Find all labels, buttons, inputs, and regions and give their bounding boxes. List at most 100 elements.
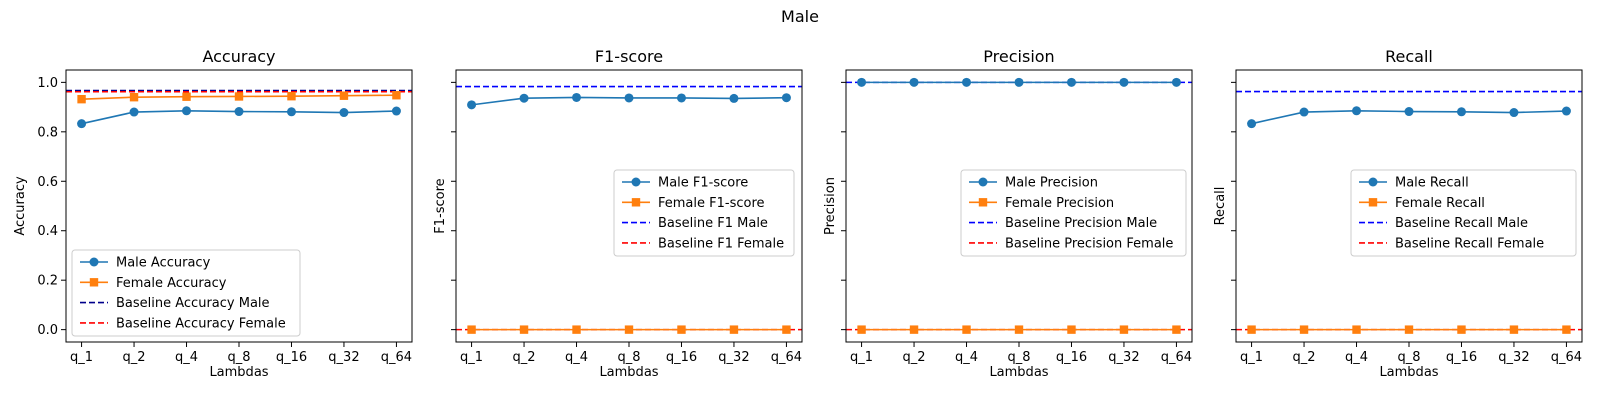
legend-box <box>960 169 1187 257</box>
y-axis-label: Precision <box>823 177 838 235</box>
panel-precision: Precision q_1 q_2 q_4 q_8 q_16 q_32 q_64 Lambdas… <box>823 47 1193 380</box>
x-tick-label: q_2 <box>903 350 926 365</box>
x-tick-label: q_8 <box>1397 350 1420 365</box>
point-female-accuracy <box>339 91 349 100</box>
legend-label: Female Accuracy <box>116 276 227 291</box>
legend: Male F1-score Female F1-score Baseline F1 … <box>613 169 795 257</box>
legend-label: Baseline F1 Female <box>658 236 784 251</box>
point-male-f1-score <box>729 93 739 103</box>
point-male-precision <box>1066 77 1076 87</box>
point-female-precision <box>857 325 866 334</box>
plot-frame <box>845 69 1193 343</box>
point-female-precision <box>1067 325 1076 334</box>
point-male-accuracy <box>339 108 349 118</box>
legend-marker <box>978 177 988 187</box>
point-male-f1-score <box>519 93 529 103</box>
legend-box <box>71 249 301 337</box>
point-male-precision <box>1014 77 1024 87</box>
x-tick-label: q_2 <box>123 350 146 365</box>
y-axis-label: Recall <box>1213 187 1228 226</box>
point-female-precision <box>909 325 919 334</box>
y-tick-label: 0.2 <box>37 274 58 289</box>
point-female-precision <box>1172 325 1181 334</box>
point-male-recall <box>1509 108 1519 118</box>
y-tick-label: 0.4 <box>37 224 58 239</box>
y-tick-label: 0.6 <box>37 175 58 190</box>
x-axis-label: Lambdas <box>989 365 1048 380</box>
plot-frame <box>65 69 413 343</box>
plot-data <box>456 85 802 334</box>
x-tick-label: q_2 <box>1293 350 1316 365</box>
x-tick-label: q_16 <box>1446 350 1477 365</box>
x-tick-label: q_32 <box>1108 350 1139 365</box>
point-female-recall <box>1247 325 1256 334</box>
point-female-accuracy <box>234 92 244 101</box>
point-female-precision <box>962 325 971 334</box>
legend-marker <box>631 177 641 187</box>
x-tick-label: q_64 <box>771 350 802 365</box>
point-female-f1-score <box>624 325 634 334</box>
legend-label: Male Recall <box>1395 176 1469 191</box>
legend-marker <box>978 198 988 207</box>
x-axis-label: Lambdas <box>209 365 268 380</box>
x-axis-label: Lambdas <box>599 365 658 380</box>
point-male-accuracy <box>77 119 87 129</box>
point-male-recall <box>1247 119 1257 129</box>
point-male-f1-score <box>572 92 582 102</box>
legend-label: Baseline Accuracy Male <box>116 296 270 311</box>
plot-frame <box>1235 69 1583 343</box>
legend-label: Baseline Recall Female <box>1395 236 1544 251</box>
point-female-recall <box>1509 325 1519 334</box>
point-male-recall <box>1352 106 1362 116</box>
subplot-grid: Accuracy q_1 q_2 q_4 q_8 q_16 q_32 q_64 0.0 0.2 0.… <box>13 47 1583 380</box>
x-tick-label: q_64 <box>381 350 412 365</box>
point-male-accuracy <box>391 106 401 116</box>
x-tick-label: q_4 <box>1345 350 1368 365</box>
panel-title: F1-score <box>595 47 663 66</box>
point-male-accuracy <box>286 107 296 117</box>
legend-box <box>1350 169 1577 257</box>
legend-label: Male F1-score <box>658 176 748 191</box>
x-tick-label: q_16 <box>666 350 697 365</box>
legend-marker <box>631 198 641 207</box>
point-male-recall <box>1456 107 1466 117</box>
point-female-f1-score <box>677 325 686 334</box>
legend-label: Baseline Precision Male <box>1005 216 1157 231</box>
point-female-recall <box>1299 325 1309 334</box>
x-tick-label: q_1 <box>850 350 873 365</box>
legend-label: Female Precision <box>1005 196 1114 211</box>
x-tick-label: q_4 <box>565 350 588 365</box>
point-male-precision <box>909 77 919 87</box>
point-female-accuracy <box>129 93 139 102</box>
point-female-f1-score <box>729 325 739 334</box>
point-female-precision <box>1014 325 1024 334</box>
plot-frame <box>455 69 803 343</box>
point-male-accuracy <box>182 106 192 116</box>
y-tick-label: 1.0 <box>37 76 58 91</box>
point-male-f1-score <box>467 100 477 110</box>
y-tick-label: 0.8 <box>37 125 58 140</box>
x-tick-label: q_16 <box>276 350 307 365</box>
legend: Male Accuracy Female Accuracy Baseline Acc… <box>71 249 301 337</box>
x-tick-label: q_2 <box>513 350 536 365</box>
point-male-accuracy <box>129 107 139 117</box>
x-tick-label: q_1 <box>70 350 93 365</box>
legend-label: Baseline Recall Male <box>1395 216 1528 231</box>
point-male-f1-score <box>624 93 634 103</box>
point-female-f1-score <box>519 325 529 334</box>
x-tick-label: q_64 <box>1551 350 1582 365</box>
point-female-accuracy <box>392 91 401 100</box>
plot-data <box>1236 90 1582 334</box>
panel-recall: Recall q_1 q_2 q_4 q_8 q_16 q_32 q_64 Lambdas Rec… <box>1213 47 1583 380</box>
x-tick-label: q_1 <box>1240 350 1263 365</box>
point-male-recall <box>1299 107 1309 117</box>
point-female-f1-score <box>572 325 581 334</box>
legend: Male Precision Female Precision Baseline P… <box>960 169 1187 257</box>
point-female-accuracy <box>77 94 86 104</box>
x-tick-label: q_1 <box>460 350 483 365</box>
point-male-accuracy <box>234 107 244 117</box>
panel-title: Accuracy <box>202 47 275 66</box>
point-male-recall <box>1561 106 1571 116</box>
y-axis-label: Accuracy <box>13 176 28 236</box>
